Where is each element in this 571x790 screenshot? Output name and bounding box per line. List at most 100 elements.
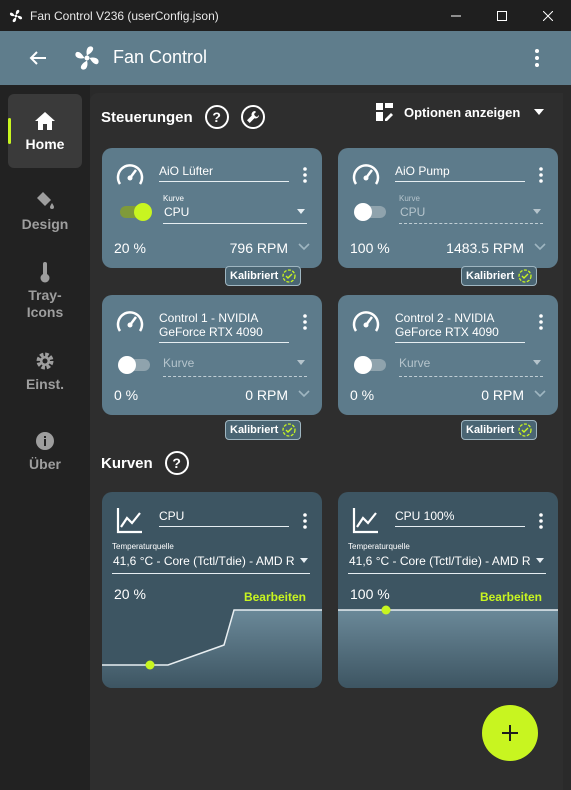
calibrated-badge: Kalibriert bbox=[461, 420, 538, 440]
control-rpm: 1483.5 RPM bbox=[446, 240, 524, 256]
curve-point bbox=[381, 605, 391, 615]
control-rpm: 0 RPM bbox=[481, 387, 524, 403]
more-vertical-icon bbox=[539, 167, 543, 183]
wrench-button[interactable] bbox=[240, 105, 265, 129]
curve-select[interactable]: Kurve CPU bbox=[399, 194, 543, 224]
more-vertical-icon bbox=[303, 167, 307, 183]
control-percent: 20 % bbox=[114, 240, 146, 256]
help-button[interactable]: ? bbox=[164, 451, 189, 475]
toggle-knob bbox=[134, 203, 152, 221]
dashboard-edit-icon bbox=[376, 103, 393, 121]
sidebar-item-label: Design bbox=[21, 216, 69, 232]
control-name[interactable]: Control 2 - NVIDIA GeForce RTX 4090 bbox=[395, 311, 525, 343]
chevron-down-icon[interactable] bbox=[298, 242, 310, 252]
sidebar-item-design[interactable]: Design bbox=[8, 174, 82, 248]
enable-toggle[interactable] bbox=[120, 203, 152, 221]
control-card: Control 2 - NVIDIA GeForce RTX 4090 Kurv… bbox=[338, 295, 558, 415]
curve-select[interactable]: Kurve CPU bbox=[163, 194, 307, 224]
window-controls bbox=[433, 0, 571, 31]
calibrated-label: Kalibriert bbox=[230, 270, 279, 282]
maximize-button[interactable] bbox=[479, 0, 525, 31]
more-vertical-icon bbox=[303, 513, 307, 529]
help-button[interactable]: ? bbox=[204, 105, 229, 129]
curve-select-label: Kurve bbox=[163, 194, 184, 203]
curve-point bbox=[145, 660, 155, 670]
curves-header: Kurven ? bbox=[101, 451, 189, 475]
temperature-source-select[interactable]: Temperaturquelle 41,6 °C - Core (Tctl/Td… bbox=[348, 541, 546, 574]
control-percent: 0 % bbox=[350, 387, 375, 403]
toggle-knob bbox=[354, 203, 372, 221]
plus-icon bbox=[502, 725, 518, 741]
calibrated-badge: Kalibriert bbox=[225, 420, 302, 440]
main-content: Steuerungen ? Optionen anzeigen AiO Lüft… bbox=[90, 93, 563, 790]
sidebar-item-label: Home bbox=[25, 136, 65, 152]
dropdown-arrow-icon bbox=[533, 360, 541, 365]
temperature-source-select[interactable]: Temperaturquelle 41,6 °C - Core (Tctl/Td… bbox=[112, 541, 310, 574]
gauge-icon bbox=[116, 311, 144, 332]
add-button[interactable] bbox=[482, 705, 538, 761]
more-vertical-icon bbox=[539, 513, 543, 529]
check-circle-icon bbox=[518, 423, 532, 437]
enable-toggle[interactable] bbox=[354, 203, 386, 221]
controls-header: Steuerungen ? bbox=[101, 105, 265, 129]
curve-plot bbox=[338, 605, 558, 688]
gauge-icon bbox=[116, 164, 144, 185]
chevron-down-icon[interactable] bbox=[534, 389, 546, 399]
app-bar: Fan Control bbox=[0, 31, 571, 85]
control-menu-button[interactable] bbox=[302, 313, 308, 331]
minimize-icon bbox=[451, 15, 461, 16]
dropdown-arrow-icon bbox=[300, 558, 308, 563]
check-circle-icon bbox=[518, 269, 532, 283]
enable-toggle[interactable] bbox=[354, 356, 386, 374]
more-vertical-icon bbox=[535, 49, 539, 67]
curve-select-placeholder: Kurve bbox=[399, 356, 431, 370]
close-icon bbox=[543, 10, 553, 21]
calibrated-label: Kalibriert bbox=[230, 424, 279, 436]
show-options-button[interactable]: Optionen anzeigen bbox=[376, 103, 545, 121]
paint-bucket-icon bbox=[34, 190, 56, 212]
controls-heading: Steuerungen bbox=[101, 108, 193, 126]
sidebar-item-home[interactable]: Home bbox=[8, 94, 82, 168]
control-name[interactable]: AiO Pump bbox=[395, 164, 525, 182]
thermometer-icon bbox=[34, 261, 56, 283]
control-menu-button[interactable] bbox=[538, 313, 544, 331]
control-menu-button[interactable] bbox=[538, 166, 544, 184]
curve-menu-button[interactable] bbox=[538, 512, 544, 530]
fan-logo-icon bbox=[75, 46, 99, 70]
info-icon bbox=[34, 430, 56, 452]
app-title: Fan Control bbox=[113, 47, 208, 67]
back-button[interactable] bbox=[26, 46, 50, 70]
chart-line-icon bbox=[116, 508, 142, 534]
sidebar-item-about[interactable]: Über bbox=[8, 414, 82, 488]
sidebar-item-label: Tray- Icons bbox=[26, 287, 64, 320]
chevron-down-icon[interactable] bbox=[298, 389, 310, 399]
enable-toggle[interactable] bbox=[118, 356, 150, 374]
curve-percent: 20 % bbox=[114, 586, 146, 602]
wrench-icon bbox=[246, 111, 259, 123]
control-card: AiO Pump Kurve CPU 100 % 1483.5 RPM bbox=[338, 148, 558, 268]
dropdown-arrow-icon bbox=[536, 558, 544, 563]
chevron-down-icon[interactable] bbox=[534, 242, 546, 252]
control-name[interactable]: AiO Lüfter bbox=[159, 164, 289, 182]
check-circle-icon bbox=[282, 423, 296, 437]
toggle-knob bbox=[118, 356, 136, 374]
curve-name[interactable]: CPU 100% bbox=[395, 509, 525, 527]
close-button[interactable] bbox=[525, 0, 571, 31]
control-menu-button[interactable] bbox=[302, 166, 308, 184]
edit-curve-button[interactable]: Bearbeiten bbox=[243, 590, 306, 604]
sidebar-item-settings[interactable]: Einst. bbox=[8, 334, 82, 408]
sidebar: Home Design Tray- Icons Einst. Über bbox=[0, 85, 90, 790]
curve-name[interactable]: CPU bbox=[159, 509, 289, 527]
app-menu-button[interactable] bbox=[527, 48, 547, 68]
curve-menu-button[interactable] bbox=[302, 512, 308, 530]
calibrated-badge: Kalibriert bbox=[461, 266, 538, 286]
fan-app-icon bbox=[9, 9, 23, 22]
curve-select[interactable]: Kurve bbox=[399, 349, 543, 377]
curve-select[interactable]: Kurve bbox=[163, 349, 307, 377]
sidebar-item-tray-icons[interactable]: Tray- Icons bbox=[8, 254, 82, 328]
edit-curve-button[interactable]: Bearbeiten bbox=[479, 590, 542, 604]
minimize-button[interactable] bbox=[433, 0, 479, 31]
curve-select-value: CPU bbox=[400, 205, 426, 219]
control-name[interactable]: Control 1 - NVIDIA GeForce RTX 4090 bbox=[159, 311, 289, 343]
